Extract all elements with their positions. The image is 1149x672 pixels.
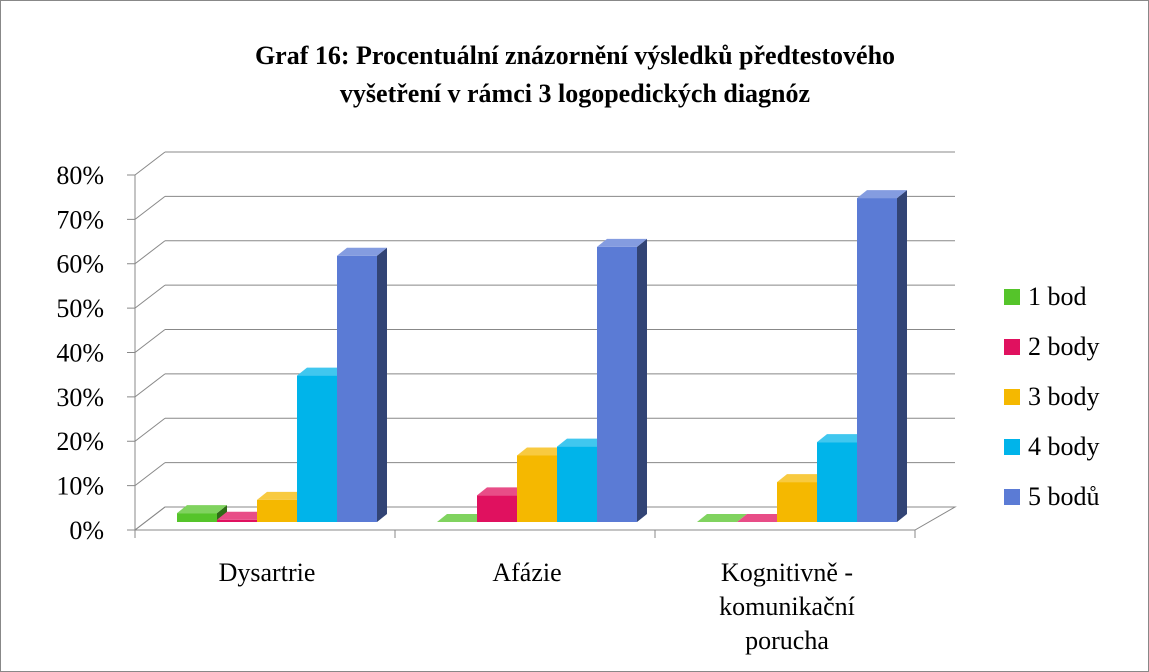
legend-label: 4 body (1028, 432, 1100, 461)
grid-line (134, 195, 166, 220)
legend-label: 3 body (1028, 382, 1100, 411)
bar-top (477, 487, 527, 496)
bar-top (177, 505, 227, 514)
x-tick-label: Kognitivně - komunikační porucha (719, 558, 855, 655)
bar-top (737, 514, 787, 522)
y-tick-label: 30% (56, 383, 104, 412)
bar-top (337, 247, 387, 256)
x-tick-label: Afázie (492, 558, 562, 587)
bar-side (897, 190, 907, 522)
y-tick-label: 80% (56, 161, 104, 190)
chart-title: vyšetření v rámci 3 logopedických diagnó… (340, 79, 810, 108)
legend-label: 2 body (1028, 332, 1100, 361)
legend-swatch (1004, 339, 1020, 355)
bar (257, 499, 297, 522)
legend-swatch (1004, 289, 1020, 305)
grid-line (134, 329, 166, 353)
bar (777, 482, 817, 522)
legend-swatch (1004, 439, 1020, 455)
bar-side (637, 238, 647, 522)
bar (217, 519, 257, 522)
legend-swatch (1004, 389, 1020, 405)
y-tick-label: 10% (56, 472, 104, 501)
bar-top (437, 514, 487, 522)
bar (557, 446, 597, 522)
bar-top (297, 367, 347, 376)
bar-top (697, 514, 747, 522)
x-tick-label: Dysartrie (218, 558, 316, 587)
y-tick-label: 40% (56, 338, 104, 367)
y-tick-label: 20% (56, 427, 104, 456)
legend-label: 5 bodů (1028, 482, 1100, 511)
bar (337, 255, 377, 522)
bar-top (857, 190, 907, 199)
grid-line (134, 417, 166, 442)
grid-line (134, 240, 166, 265)
bar (177, 513, 217, 522)
bar-top (257, 491, 307, 500)
grid-line (134, 462, 166, 487)
bar (817, 442, 857, 522)
bar-top (817, 434, 867, 443)
y-tick-label: 50% (56, 294, 104, 323)
bar-top (597, 238, 647, 247)
bar-side (377, 247, 387, 522)
bar (517, 455, 557, 522)
y-tick-label: 60% (56, 250, 104, 279)
grid-line (134, 151, 166, 176)
y-tick-label: 0% (69, 516, 104, 545)
chart-title: Graf 16: Procentuální znázornění výsledk… (255, 41, 895, 70)
grid-line (134, 284, 166, 309)
bar (297, 375, 337, 522)
bar-top (517, 447, 567, 456)
bar (857, 198, 897, 522)
bar-top (777, 474, 827, 483)
bar (597, 246, 637, 522)
grid-line (134, 506, 166, 531)
legend-swatch (1004, 489, 1020, 505)
bar-top (217, 511, 267, 520)
y-tick-label: 70% (56, 205, 104, 234)
bar (477, 495, 517, 522)
grid-line (134, 373, 166, 398)
legend-label: 1 bod (1028, 282, 1087, 311)
bar-top (557, 438, 607, 447)
